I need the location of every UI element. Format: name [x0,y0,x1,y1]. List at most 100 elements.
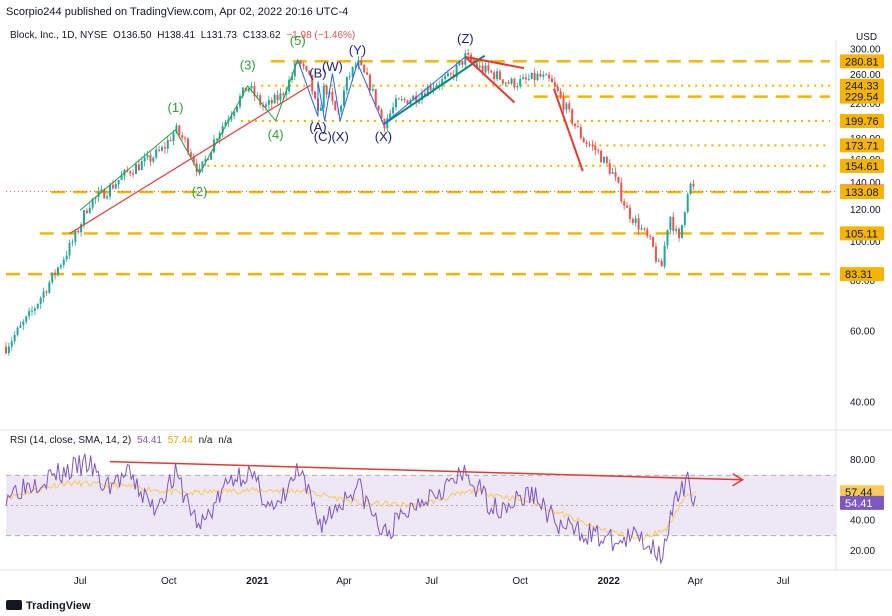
candle-body[interactable] [137,164,140,171]
candle-body[interactable] [660,260,663,267]
candle-body[interactable] [282,93,285,95]
candle-body[interactable] [678,228,681,239]
candle-body[interactable] [311,74,314,92]
candle-body[interactable] [215,138,218,140]
candle-body[interactable] [576,126,579,128]
candle-body[interactable] [288,79,291,92]
candle-body[interactable] [158,149,161,151]
candle-body[interactable] [484,65,487,73]
candle-body[interactable] [351,66,354,77]
candle-body[interactable] [640,228,643,230]
candle-body[interactable] [371,89,374,91]
rsi-line[interactable] [5,453,696,565]
candle-body[interactable] [692,183,695,187]
candle-body[interactable] [562,96,565,110]
candle-body[interactable] [455,65,458,78]
candle-body[interactable] [221,126,224,134]
candle-body[interactable] [250,86,253,89]
candle-body[interactable] [559,91,562,97]
candle-body[interactable] [626,205,629,208]
candle-body[interactable] [683,211,686,225]
candle-body[interactable] [296,60,299,64]
candle-body[interactable] [608,163,611,174]
candle-body[interactable] [94,197,97,199]
candle-body[interactable] [666,229,669,246]
candle-body[interactable] [42,291,45,298]
candle-body[interactable] [273,94,276,104]
candle-body[interactable] [565,103,568,110]
candle-body[interactable] [415,95,418,103]
candle-body[interactable] [264,104,267,107]
candle-body[interactable] [490,70,493,73]
candle-body[interactable] [568,103,571,110]
candle-body[interactable] [585,142,588,145]
candle-body[interactable] [392,107,395,114]
candle-body[interactable] [501,79,504,84]
candle-body[interactable] [279,93,282,101]
candle-body[interactable] [652,236,655,247]
candle-body[interactable] [516,86,519,88]
candle-body[interactable] [386,118,389,129]
candle-body[interactable] [631,218,634,223]
candle-body[interactable] [149,154,152,162]
candle-body[interactable] [111,184,114,189]
candle-body[interactable] [389,113,392,119]
candle-body[interactable] [325,85,328,95]
candle-body[interactable] [345,76,348,91]
candle-body[interactable] [623,201,626,206]
candle-body[interactable] [155,149,158,158]
candle-body[interactable] [114,184,117,189]
candle-body[interactable] [394,98,397,108]
candle-body[interactable] [663,245,666,267]
candle-body[interactable] [207,159,210,161]
candle-body[interactable] [74,230,77,242]
candle-body[interactable] [59,265,62,268]
candle-body[interactable] [7,346,10,354]
candle-body[interactable] [357,60,360,67]
candle-body[interactable] [611,171,614,174]
candle-body[interactable] [230,115,233,120]
candle-body[interactable] [444,76,447,79]
candle-body[interactable] [530,72,533,79]
candle-body[interactable] [504,82,507,84]
candle-body[interactable] [91,198,94,208]
candle-body[interactable] [498,71,501,80]
candle-body[interactable] [366,72,369,75]
candle-body[interactable] [68,242,71,256]
candle-body[interactable] [672,216,675,231]
candle-body[interactable] [25,316,28,322]
candle-body[interactable] [588,144,591,146]
candle-body[interactable] [186,138,189,153]
candle-body[interactable] [129,171,132,174]
candle-body[interactable] [212,139,215,153]
candle-body[interactable] [657,260,660,262]
candle-body[interactable] [39,297,42,304]
candle-body[interactable] [649,236,652,238]
candle-body[interactable] [614,171,617,177]
candle-body[interactable] [368,74,371,91]
candle-body[interactable] [117,180,120,185]
candle-body[interactable] [146,154,149,158]
candle-body[interactable] [360,60,363,65]
candle-body[interactable] [134,164,137,175]
candle-body[interactable] [172,132,175,141]
candle-body[interactable] [314,91,317,99]
candle-body[interactable] [432,87,435,90]
decline-line-1[interactable] [464,56,516,104]
decline-line-2[interactable] [465,55,525,70]
candle-body[interactable] [680,224,683,239]
candle-body[interactable] [634,218,637,223]
candle-body[interactable] [163,147,166,149]
rsi-divergence-line[interactable] [109,460,743,481]
candle-body[interactable] [553,82,556,87]
candle-body[interactable] [539,73,542,77]
candle-body[interactable] [646,229,649,237]
candle-body[interactable] [19,325,22,328]
candle-body[interactable] [446,73,449,77]
candle-body[interactable] [689,183,692,194]
candle-body[interactable] [487,65,490,71]
candle-body[interactable] [423,93,426,97]
candle-body[interactable] [342,90,345,106]
candle-body[interactable] [54,272,57,275]
